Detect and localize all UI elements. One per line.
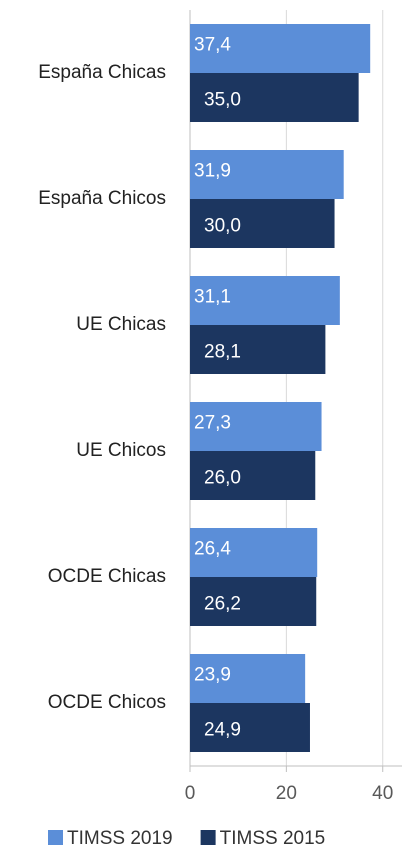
value-label: 26,2 [204,594,241,615]
y-tick-label: OCDE Chicas [48,566,166,587]
value-label: 31,1 [194,287,231,308]
bar [190,325,326,374]
value-label: 28,1 [204,342,241,363]
bar [190,703,310,752]
value-label: 35,0 [204,90,241,111]
y-tick-label: UE Chicos [76,440,166,461]
bar [190,276,340,325]
x-tick-label: 20 [276,783,297,804]
bar [190,150,344,199]
legend-label: TIMSS 2015 [220,828,326,849]
bar [190,73,359,122]
bar [190,402,322,451]
legend-label: TIMSS 2019 [67,828,173,849]
value-label: 31,9 [194,161,231,182]
value-label: 30,0 [204,216,241,237]
y-tick-label: España Chicas [38,62,166,83]
value-label: 26,4 [194,539,231,560]
value-label: 24,9 [204,720,241,741]
y-tick-label: España Chicos [38,188,166,209]
y-tick-label: OCDE Chicos [48,692,166,713]
value-label: 37,4 [194,35,231,56]
x-tick-label: 0 [185,783,196,804]
y-tick-label: UE Chicas [76,314,166,335]
value-label: 26,0 [204,468,241,489]
bar [190,654,306,703]
value-label: 23,9 [194,665,231,686]
legend-swatch [48,830,63,845]
bar [190,24,371,73]
bar [190,199,335,248]
bar [190,577,317,626]
value-label: 27,3 [194,413,231,434]
bar [190,528,318,577]
legend-swatch [200,830,216,845]
x-tick-label: 40 [372,783,393,804]
bar [190,451,316,500]
